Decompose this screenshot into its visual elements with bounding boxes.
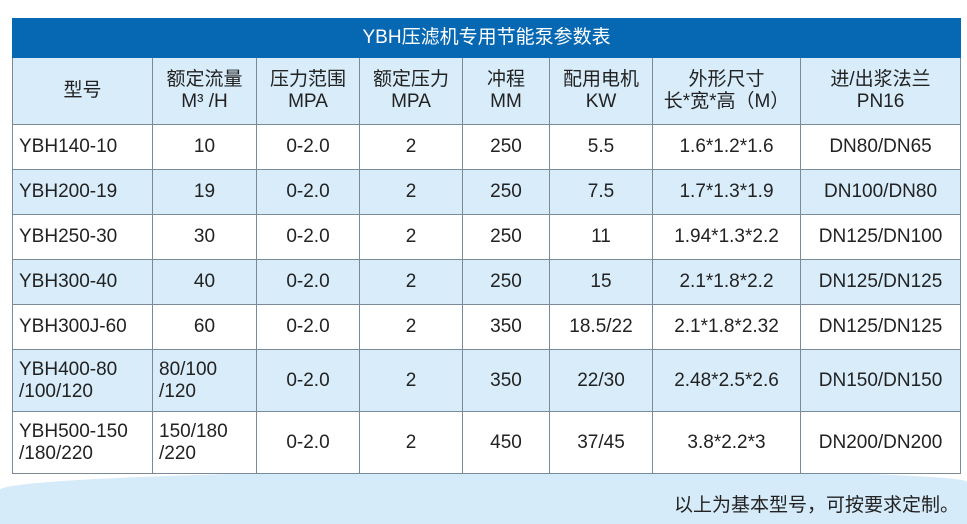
column-header: 进/出浆法兰 PN16 xyxy=(799,57,962,125)
table-cell: DN80/DN65 xyxy=(799,124,962,170)
table-cell: YBH500-150 /180/220 xyxy=(12,411,153,474)
table-cell: 2.1*1.8*2.2 xyxy=(652,259,801,305)
table-cell: 2 xyxy=(359,304,463,350)
header-row: 型号 额定流量 M³ /H 压力范围 MPA 额定压力 MPA 冲程 MM 配用电机 KW 外形尺寸长… xyxy=(12,57,962,125)
table-cell: YBH300J-60 xyxy=(12,304,153,350)
header-line1: 进/出浆法兰 xyxy=(830,69,931,90)
table-cell: 2 xyxy=(359,124,463,170)
table-cell: 350 xyxy=(462,349,550,412)
table-cell: 350 xyxy=(462,304,550,350)
table-cell: 250 xyxy=(462,169,550,215)
table-cell: 0-2.0 xyxy=(256,349,360,412)
column-header: 额定流量 M³ /H xyxy=(152,57,257,125)
table-cell: 80/100 /120 xyxy=(152,349,257,412)
table-cell: 250 xyxy=(462,214,550,260)
table-cell: 2 xyxy=(359,214,463,260)
table-cell: 2.48*2.5*2.6 xyxy=(652,349,801,412)
header-line1: 冲程 xyxy=(486,69,525,90)
table-cell: 15 xyxy=(549,259,653,305)
table-cell: YBH250-30 xyxy=(12,214,153,260)
column-header: 压力范围 MPA xyxy=(256,57,360,125)
table-cell: 0-2.0 xyxy=(256,214,360,260)
table-cell: YBH140-10 xyxy=(12,124,153,170)
header-line2: MM xyxy=(490,91,522,112)
table-cell: 0-2.0 xyxy=(256,259,360,305)
table-cell: 37/45 xyxy=(549,411,653,474)
header-line1: 额定流量 xyxy=(166,69,243,90)
table-cell: YBH200-19 xyxy=(12,169,153,215)
table-cell: 2 xyxy=(359,259,463,305)
table-cell: 2.1*1.8*2.32 xyxy=(652,304,801,350)
pump-parameter-table: YBH压滤机专用节能泵参数表 型号 额定流量 M³ /H 压力范围 MPA 额定压力 MPA… xyxy=(11,18,962,474)
table-cell: DN200/DN200 xyxy=(799,411,962,474)
table-cell: 30 xyxy=(152,214,257,260)
table-cell: 2 xyxy=(359,169,463,215)
background-wave xyxy=(0,470,967,524)
header-line2: 长*宽*高（M） xyxy=(663,91,790,112)
table-cell: 10 xyxy=(152,124,257,170)
header-line1: 压力范围 xyxy=(269,69,346,90)
table-title: YBH压滤机专用节能泵参数表 xyxy=(11,18,962,58)
table-cell: 2 xyxy=(359,349,463,412)
table-cell: YBH400-80 /100/120 xyxy=(12,349,153,412)
table-cell: 1.94*1.3*2.2 xyxy=(652,214,801,260)
table-cell: 5.5 xyxy=(549,124,653,170)
header-line2: MPA xyxy=(288,91,328,112)
table-row: YBH300J-60 60 0-2.0 2 350 18.5/22 2.1*1.8*2.32… xyxy=(12,304,962,350)
table-cell: 19 xyxy=(152,169,257,215)
table-cell: 250 xyxy=(462,124,550,170)
header-line1: 外形尺寸 xyxy=(688,69,765,90)
table-cell: 1.6*1.2*1.6 xyxy=(652,124,801,170)
table-cell: 150/180 /220 xyxy=(152,411,257,474)
header-line2: KW xyxy=(585,91,617,112)
table-cell: DN125/DN125 xyxy=(799,259,962,305)
table-cell: 18.5/22 xyxy=(549,304,653,350)
header-line2: MPA xyxy=(391,91,431,112)
table-cell: 11 xyxy=(549,214,653,260)
table-cell: 60 xyxy=(152,304,257,350)
table-cell: DN150/DN150 xyxy=(799,349,962,412)
table-cell: 0-2.0 xyxy=(256,124,360,170)
table-cell: YBH300-40 xyxy=(12,259,153,305)
header-line1: 型号 xyxy=(63,80,102,101)
table-row: YBH400-80 /100/120 80/100 /120 0-2.0 2 350 22… xyxy=(12,349,962,412)
table-row: YBH300-40 40 0-2.0 2 250 15 2.1*1.8*2.2 DN125/D… xyxy=(12,259,962,305)
table-row: YBH140-10 10 0-2.0 2 250 5.5 1.6*1.2*1.6 DN80/D… xyxy=(12,124,962,170)
header-line2: M³ /H xyxy=(181,91,228,112)
column-header: 冲程 MM xyxy=(462,57,550,125)
table-cell: 1.7*1.3*1.9 xyxy=(652,169,801,215)
table-cell: 3.8*2.2*3 xyxy=(652,411,801,474)
header-line1: 配用电机 xyxy=(562,69,639,90)
table-row: YBH200-19 19 0-2.0 2 250 7.5 1.7*1.3*1.9 DN100/… xyxy=(12,169,962,215)
column-header: 型号 xyxy=(12,57,153,125)
table-row: YBH500-150 /180/220 150/180 /220 0-2.0 2 450… xyxy=(12,411,962,474)
table-cell: 0-2.0 xyxy=(256,304,360,350)
column-header: 外形尺寸 长*宽*高（M） xyxy=(652,57,801,125)
table-cell: 7.5 xyxy=(549,169,653,215)
table-cell: 22/30 xyxy=(549,349,653,412)
table-cell: 250 xyxy=(462,259,550,305)
table-cell: 2 xyxy=(359,411,463,474)
table-cell: 40 xyxy=(152,259,257,305)
table-cell: DN125/DN100 xyxy=(799,214,962,260)
table-cell: 0-2.0 xyxy=(256,411,360,474)
header-line1: 额定压力 xyxy=(372,69,449,90)
header-line2: PN16 xyxy=(856,91,905,112)
table-cell: DN125/DN125 xyxy=(799,304,962,350)
footer-note: 以上为基本型号，可按要求定制。 xyxy=(673,495,959,516)
table-row: YBH250-30 30 0-2.0 2 250 11 1.94*1.3*2.2 DN125/… xyxy=(12,214,962,260)
table-cell: 450 xyxy=(462,411,550,474)
column-header: 额定压力 MPA xyxy=(359,57,463,125)
table-cell: DN100/DN80 xyxy=(799,169,962,215)
table-cell: 0-2.0 xyxy=(256,169,360,215)
column-header: 配用电机 KW xyxy=(549,57,653,125)
